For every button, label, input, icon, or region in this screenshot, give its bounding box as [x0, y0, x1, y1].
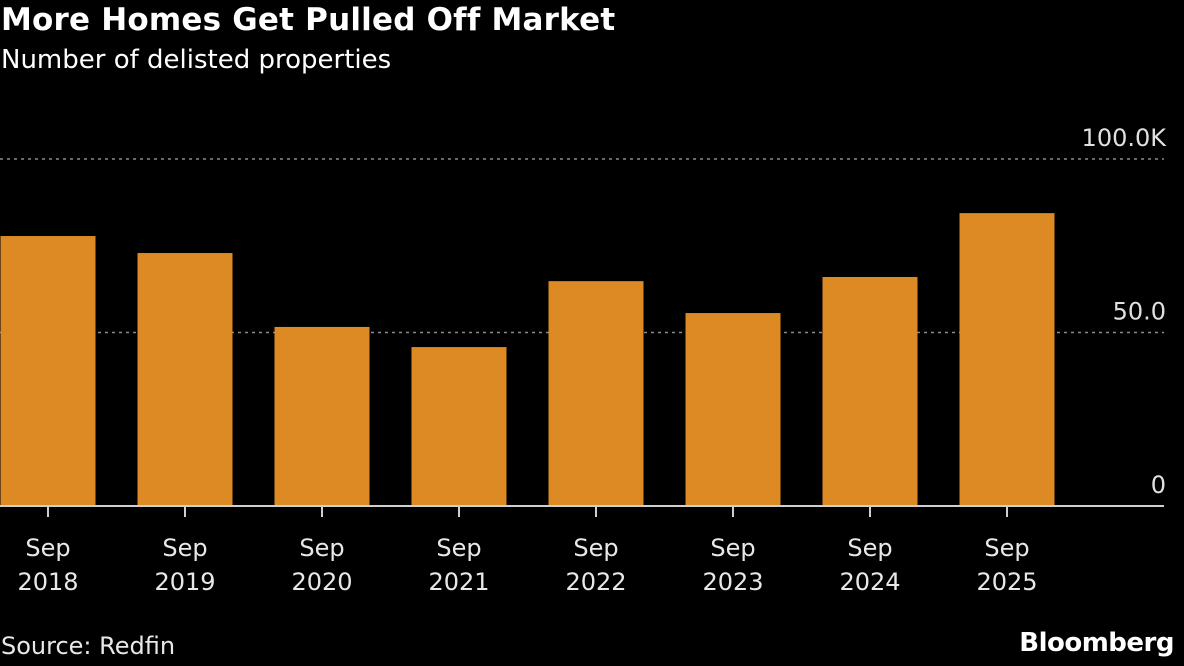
- bar-2022: [548, 281, 644, 506]
- x-axis-tick-label-month: Sep: [436, 534, 481, 562]
- x-axis-tick-label-month: Sep: [299, 534, 344, 562]
- source-note: Source: Redfin: [1, 632, 176, 660]
- y-axis-tick-label: 100.0K: [1082, 124, 1168, 152]
- x-axis-tick-label-year: 2025: [976, 568, 1037, 596]
- bar-2024: [822, 276, 918, 506]
- bar-2025: [959, 213, 1055, 506]
- x-axis-tick-label-month: Sep: [847, 534, 892, 562]
- y-axis-tick-label: 50.0: [1113, 298, 1166, 326]
- bloomberg-logo: Bloomberg: [1019, 628, 1174, 658]
- x-axis-tick-label-year: 2020: [291, 568, 352, 596]
- x-axis-tick-label-year: 2022: [565, 568, 626, 596]
- x-axis-tick-label-year: 2024: [839, 568, 900, 596]
- y-axis-tick-label: 0: [1151, 471, 1166, 499]
- bar-2019: [137, 253, 233, 506]
- bar-2021: [411, 347, 507, 506]
- x-axis-tick-label-year: 2023: [702, 568, 763, 596]
- x-axis-tick-label-month: Sep: [984, 534, 1029, 562]
- bar-2018: [0, 236, 96, 506]
- x-axis-tick-label-year: 2021: [428, 568, 489, 596]
- x-axis-tick-label-month: Sep: [25, 534, 70, 562]
- x-axis-tick-label-month: Sep: [573, 534, 618, 562]
- chart-title: More Homes Get Pulled Off Market: [1, 2, 616, 38]
- chart-subtitle: Number of delisted properties: [1, 45, 392, 75]
- bar-2023: [685, 313, 781, 506]
- bar-2020: [274, 326, 370, 506]
- x-axis-tick-label-month: Sep: [162, 534, 207, 562]
- x-axis-tick-label-year: 2019: [154, 568, 215, 596]
- x-axis-tick-label-month: Sep: [710, 534, 755, 562]
- x-axis-tick-label-year: 2018: [17, 568, 78, 596]
